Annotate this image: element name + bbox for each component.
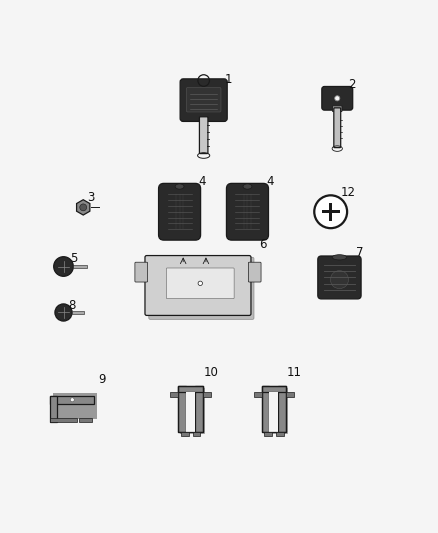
Bar — [254, 392, 261, 397]
Bar — [186, 392, 195, 432]
Text: 4: 4 — [198, 175, 206, 188]
Circle shape — [335, 96, 340, 101]
FancyBboxPatch shape — [187, 87, 221, 112]
Circle shape — [80, 204, 87, 211]
FancyBboxPatch shape — [166, 268, 234, 298]
Ellipse shape — [332, 255, 347, 260]
Polygon shape — [77, 200, 90, 215]
Bar — [278, 386, 286, 432]
Text: 2: 2 — [348, 78, 356, 91]
Bar — [286, 392, 294, 397]
Bar — [203, 392, 211, 397]
Bar — [79, 418, 92, 422]
Text: 9: 9 — [98, 373, 106, 386]
Text: 6: 6 — [259, 238, 267, 251]
Circle shape — [55, 304, 72, 321]
Bar — [178, 386, 203, 432]
FancyBboxPatch shape — [180, 79, 227, 122]
Bar — [178, 386, 186, 432]
Bar — [170, 392, 178, 397]
Text: 1: 1 — [225, 72, 233, 86]
Bar — [269, 392, 278, 432]
Ellipse shape — [243, 184, 252, 189]
Bar — [193, 432, 201, 436]
Circle shape — [198, 281, 202, 286]
FancyBboxPatch shape — [332, 106, 342, 111]
Bar — [321, 211, 340, 213]
FancyBboxPatch shape — [159, 183, 201, 240]
Bar — [53, 393, 97, 419]
Bar — [261, 386, 286, 432]
FancyBboxPatch shape — [199, 117, 208, 154]
Text: 12: 12 — [340, 186, 355, 199]
Bar — [180, 388, 205, 434]
Bar — [72, 311, 84, 314]
Text: 8: 8 — [68, 299, 76, 312]
Bar — [50, 396, 57, 422]
Bar — [73, 265, 87, 268]
FancyBboxPatch shape — [334, 108, 341, 148]
Bar — [180, 432, 189, 436]
Circle shape — [70, 398, 74, 402]
Bar — [50, 418, 77, 422]
Bar — [261, 386, 286, 392]
Bar — [50, 396, 95, 404]
Ellipse shape — [330, 271, 349, 288]
Ellipse shape — [175, 184, 184, 189]
Text: 5: 5 — [70, 252, 78, 265]
Text: 10: 10 — [204, 366, 219, 378]
FancyBboxPatch shape — [226, 183, 268, 240]
Circle shape — [54, 257, 73, 276]
Text: 11: 11 — [287, 366, 302, 378]
Bar — [195, 386, 203, 432]
Bar — [276, 432, 284, 436]
Bar — [264, 388, 288, 434]
FancyBboxPatch shape — [149, 257, 254, 319]
FancyBboxPatch shape — [145, 255, 251, 316]
Bar — [178, 386, 203, 392]
Bar — [264, 432, 272, 436]
Bar — [261, 386, 269, 432]
Text: 4: 4 — [266, 175, 274, 188]
FancyBboxPatch shape — [248, 262, 261, 282]
FancyBboxPatch shape — [322, 86, 353, 110]
FancyBboxPatch shape — [318, 256, 361, 299]
Text: 3: 3 — [88, 191, 95, 204]
Bar — [329, 203, 332, 221]
Text: 7: 7 — [356, 246, 364, 259]
FancyBboxPatch shape — [135, 262, 148, 282]
Circle shape — [314, 195, 347, 228]
